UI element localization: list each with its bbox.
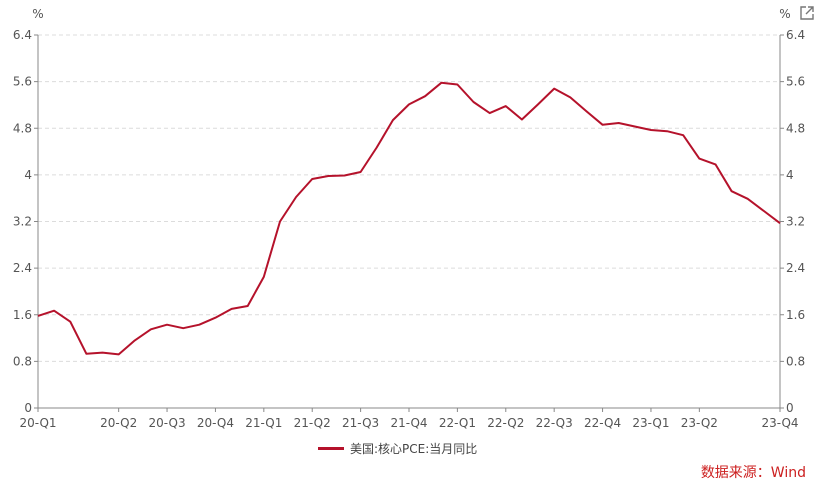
x-tick-label: 23-Q4 — [761, 416, 798, 430]
left-unit-label: % — [32, 7, 43, 21]
y-tick-label-right: 5.6 — [786, 75, 805, 89]
x-tick-label: 21-Q2 — [294, 416, 331, 430]
y-tick-label-right: 2.4 — [786, 261, 805, 275]
gridlines — [38, 34, 780, 362]
x-tick-label: 22-Q4 — [584, 416, 621, 430]
x-tick-label: 20-Q4 — [197, 416, 234, 430]
y-tick-label-left: 3.2 — [13, 215, 32, 229]
x-tick-label: 22-Q1 — [439, 416, 476, 430]
y-tick-label-right: 4 — [786, 168, 794, 182]
y-tick-label-left: 6.4 — [13, 28, 32, 42]
y-tick-label-right: 1.6 — [786, 308, 805, 322]
y-tick-label-left: 0.8 — [13, 354, 32, 368]
series-layer — [37, 81, 781, 356]
x-tick-label: 23-Q1 — [632, 416, 669, 430]
axes — [34, 34, 784, 412]
legend-label: 美国:核心PCE:当月同比 — [350, 442, 478, 456]
y-tick-label-left: 1.6 — [13, 308, 32, 322]
x-tick-label: 21-Q3 — [342, 416, 379, 430]
y-tick-label-right: 6.4 — [786, 28, 805, 42]
x-tick-label: 22-Q3 — [536, 416, 573, 430]
y-tick-label-right: 3.2 — [786, 215, 805, 229]
x-tick-label: 21-Q1 — [245, 416, 282, 430]
legend-swatch — [318, 447, 344, 450]
y-tick-label-right: 4.8 — [786, 121, 805, 135]
tick-labels: 0 0 0.8 0.8 1.6 1.6 2.4 2.4 3.2 3.2 4 4 4.8 4.8 5.6 5.6… — [13, 7, 805, 430]
y-tick-label-left: 5.6 — [13, 75, 32, 89]
legend: 美国:核心PCE:当月同比 — [318, 440, 477, 457]
x-tick-label: 20-Q1 — [19, 416, 56, 430]
data-source: 数据来源：Wind — [700, 465, 806, 481]
right-unit-label: % — [779, 7, 790, 21]
y-tick-label-left: 4 — [24, 168, 32, 182]
y-tick-label-left: 2.4 — [13, 261, 32, 275]
x-tick-label: 21-Q4 — [390, 416, 427, 430]
x-tick-label: 23-Q2 — [681, 416, 718, 430]
y-tick-label-left: 0 — [24, 401, 32, 415]
x-tick-label: 22-Q2 — [487, 416, 524, 430]
x-tick-label: 20-Q2 — [100, 416, 137, 430]
y-tick-label-right: 0 — [786, 401, 794, 415]
y-tick-label-right: 0.8 — [786, 354, 805, 368]
y-tick-label-left: 4.8 — [13, 121, 32, 135]
external-link-icon[interactable] — [799, 5, 815, 21]
series-line — [37, 81, 781, 356]
x-tick-label: 20-Q3 — [148, 416, 185, 430]
